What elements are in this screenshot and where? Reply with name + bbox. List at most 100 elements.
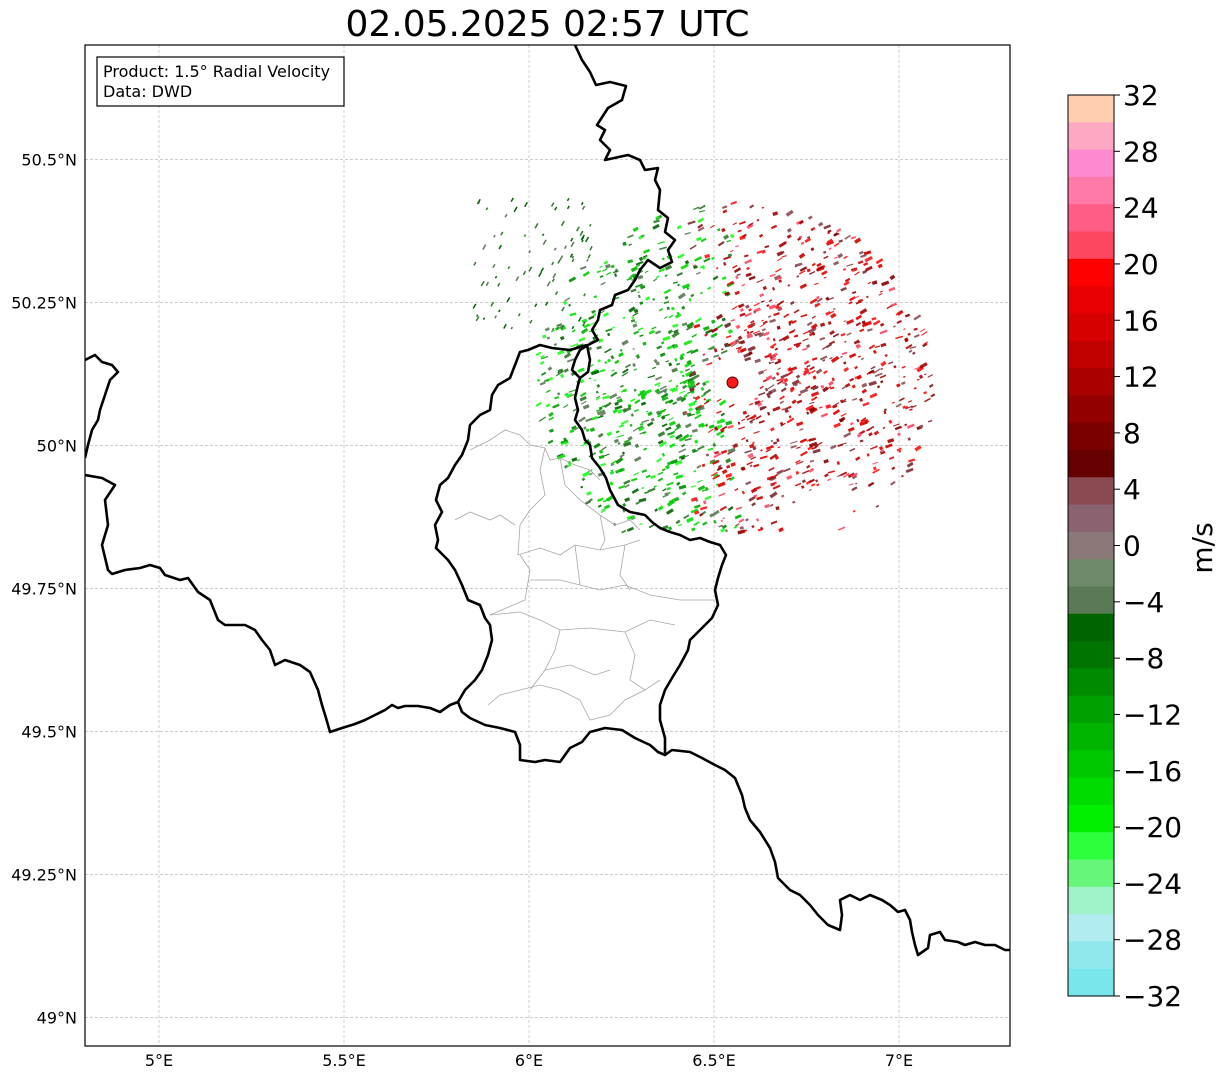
radar-echo (662, 388, 668, 393)
radar-echo (720, 349, 728, 355)
radar-echo (873, 430, 880, 436)
radar-echo (748, 222, 754, 227)
radar-echo (801, 469, 810, 475)
radar-echo (537, 378, 540, 382)
radar-echo (833, 422, 841, 428)
radar-echo (811, 396, 818, 402)
radar-echo (779, 421, 784, 426)
radar-echo (776, 371, 780, 376)
radar-echo (576, 459, 581, 462)
radar-echo (671, 331, 680, 339)
radar-echo (764, 387, 769, 392)
radar-echo (689, 370, 697, 377)
radar-echo (863, 250, 872, 256)
radar-echo (761, 206, 765, 209)
radar-echo (723, 342, 729, 347)
radar-echo (717, 356, 722, 361)
radar-echo (614, 273, 618, 278)
radar-echo (597, 504, 602, 508)
radar-echo (735, 346, 743, 350)
radar-echo (843, 366, 849, 373)
radar-echo (552, 404, 560, 409)
radar-echo (683, 411, 688, 415)
radar-echo (650, 417, 655, 422)
radar-echo (704, 333, 709, 337)
radar-echo (798, 219, 804, 225)
radar-echo (855, 300, 862, 305)
radar-echo (563, 368, 569, 373)
radar-echo (721, 227, 726, 233)
radar-echo (682, 384, 688, 390)
radar-echo (802, 330, 811, 335)
radar-echo (779, 395, 786, 401)
radar-echo (750, 319, 755, 324)
radar-echo (745, 480, 752, 486)
radar-echo (589, 223, 592, 227)
radar-echo (702, 353, 706, 356)
radar-echo (645, 296, 651, 301)
radar-echo (812, 448, 821, 454)
radar-echo (764, 354, 770, 359)
radar-echo (768, 304, 776, 310)
radar-echo (872, 349, 877, 354)
radar-echo (548, 416, 555, 421)
radar-echo (603, 260, 609, 265)
radar-echo (604, 401, 612, 408)
colorbar-segment (1068, 286, 1114, 314)
radar-echo (726, 239, 732, 243)
radar-echo (911, 351, 916, 355)
radar-echo (639, 301, 644, 305)
radar-echo (637, 327, 644, 331)
radar-echo (745, 439, 749, 443)
radar-echo (869, 445, 878, 450)
radar-echo (624, 484, 630, 488)
radar-echo (701, 357, 709, 363)
radar-echo (615, 430, 620, 434)
radar-echo (553, 342, 558, 347)
radar-echo (901, 474, 904, 478)
radar-echo (668, 314, 674, 319)
radar-echo (687, 220, 696, 225)
radar-echo (909, 346, 917, 350)
radar-echo (810, 391, 820, 397)
radar-echo (737, 347, 742, 351)
radar-echo (739, 308, 744, 313)
radar-echo (790, 440, 798, 445)
radar-echo (735, 275, 739, 280)
radar-echo (621, 529, 627, 534)
radar-echo (654, 388, 661, 394)
radar-echo (705, 329, 712, 335)
radar-echo (568, 389, 577, 393)
radar-echo (855, 314, 863, 321)
radar-echo (538, 416, 547, 422)
radar-echo (868, 380, 877, 387)
radar-echo (744, 356, 752, 362)
radar-echo (777, 358, 782, 362)
radar-echo (652, 366, 657, 370)
radar-echo (854, 271, 860, 276)
radar-echo (732, 222, 737, 226)
radar-echo (584, 499, 592, 505)
radar-echo (668, 420, 676, 427)
radar-echo (783, 377, 789, 383)
lon-tick-label: 6°E (515, 1051, 543, 1070)
radar-echo (524, 201, 528, 208)
radar-echo (769, 491, 778, 499)
radar-echo (745, 272, 752, 278)
radar-echo (597, 497, 604, 502)
radar-echo (679, 370, 684, 374)
radar-echo (802, 347, 808, 351)
radar-echo (556, 392, 561, 396)
radar-echo (822, 386, 829, 393)
radar-echo (840, 286, 847, 292)
radar-echo (475, 316, 480, 322)
radar-echo (671, 367, 679, 373)
radar-echo (777, 306, 782, 310)
radar-echo (847, 472, 855, 479)
luxembourg-admin-boundaries (454, 429, 715, 721)
radar-echo (689, 244, 697, 250)
radar-echo (786, 227, 792, 233)
radar-echo (613, 438, 619, 444)
radar-echo (886, 304, 892, 310)
radar-echo (666, 481, 674, 486)
